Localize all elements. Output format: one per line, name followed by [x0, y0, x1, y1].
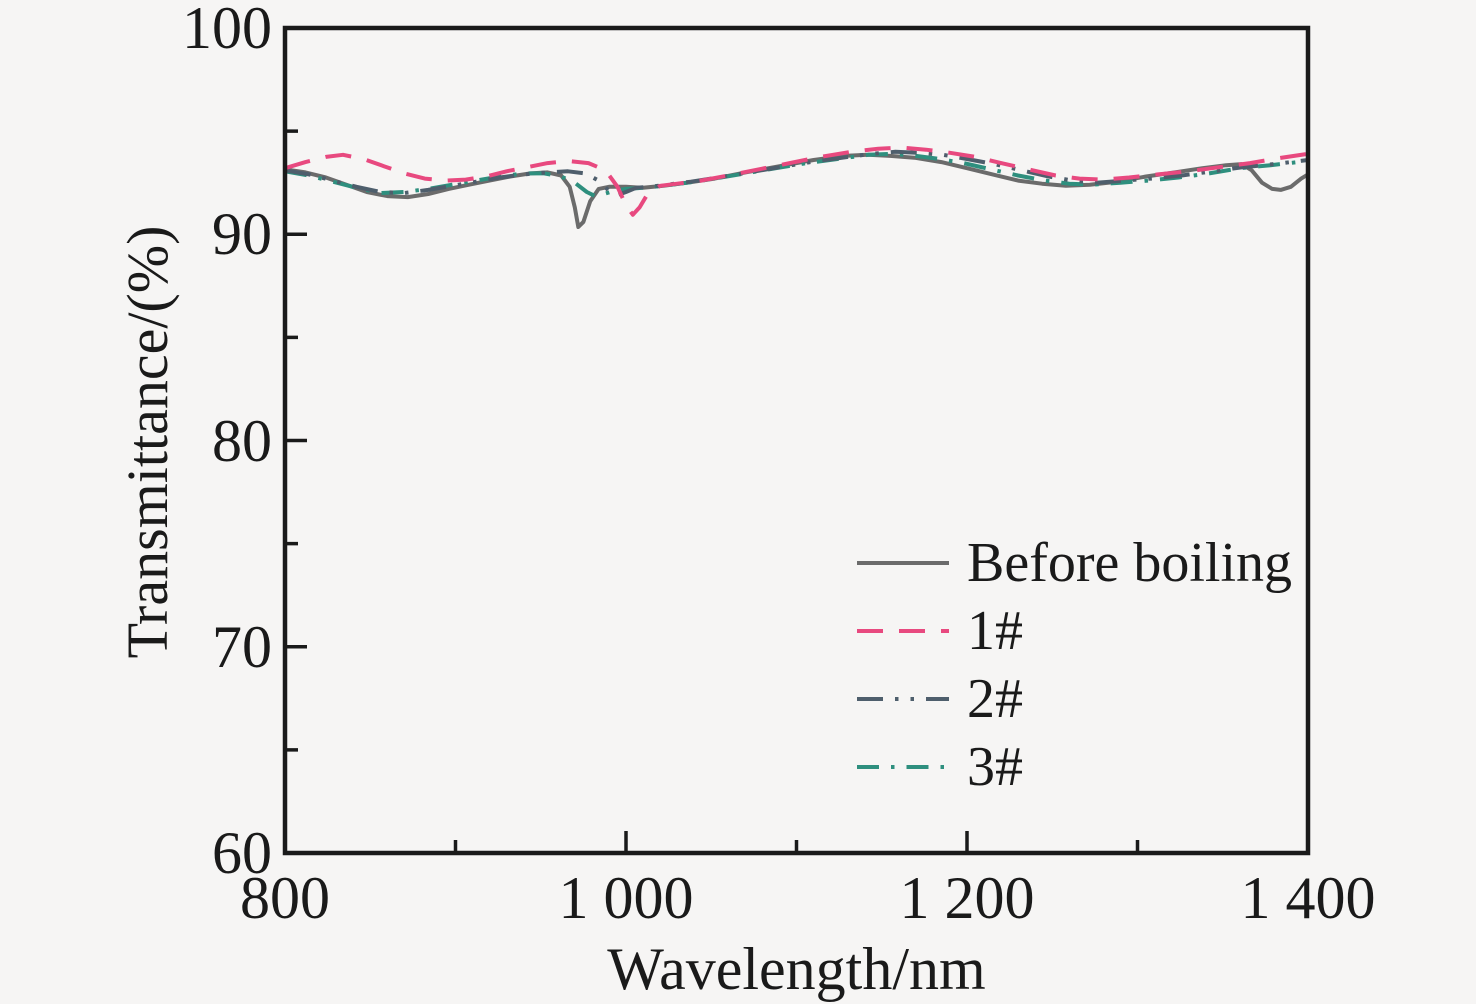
legend-label-3: 3# — [967, 736, 1023, 798]
y-tick-label-60: 60 — [212, 820, 272, 886]
legend-label-1: 1# — [967, 600, 1023, 662]
legend-row-1: 1# — [855, 597, 1292, 665]
x-axis-title: Wavelength/nm — [607, 936, 986, 1002]
legend-key-line-2 — [857, 697, 949, 701]
y-tick-label-100: 100 — [182, 0, 272, 61]
legend: Before boiling 1# 2# 3# — [855, 529, 1292, 801]
legend-row-3: 3# — [855, 733, 1292, 801]
legend-row-2: 2# — [855, 665, 1292, 733]
legend-key-line-3 — [857, 765, 949, 769]
y-tick-label-80: 80 — [212, 408, 272, 474]
y-tick-label-90: 90 — [212, 201, 272, 267]
legend-row-before-boiling: Before boiling — [855, 529, 1292, 597]
y-tick-label-70: 70 — [212, 614, 272, 680]
x-tick-label-1200: 1 200 — [899, 865, 1035, 931]
legend-label-before-boiling: Before boiling — [967, 532, 1293, 594]
y-axis-title: Transmittance/(%) — [115, 225, 180, 659]
x-tick-label-1000: 1 000 — [558, 865, 694, 931]
legend-key-line-1 — [857, 629, 949, 633]
legend-key-line-before-boiling — [857, 561, 949, 565]
x-tick-label-1400: 1 400 — [1240, 865, 1376, 931]
x-tick-label-800: 800 — [240, 865, 330, 931]
legend-label-2: 2# — [967, 668, 1023, 730]
